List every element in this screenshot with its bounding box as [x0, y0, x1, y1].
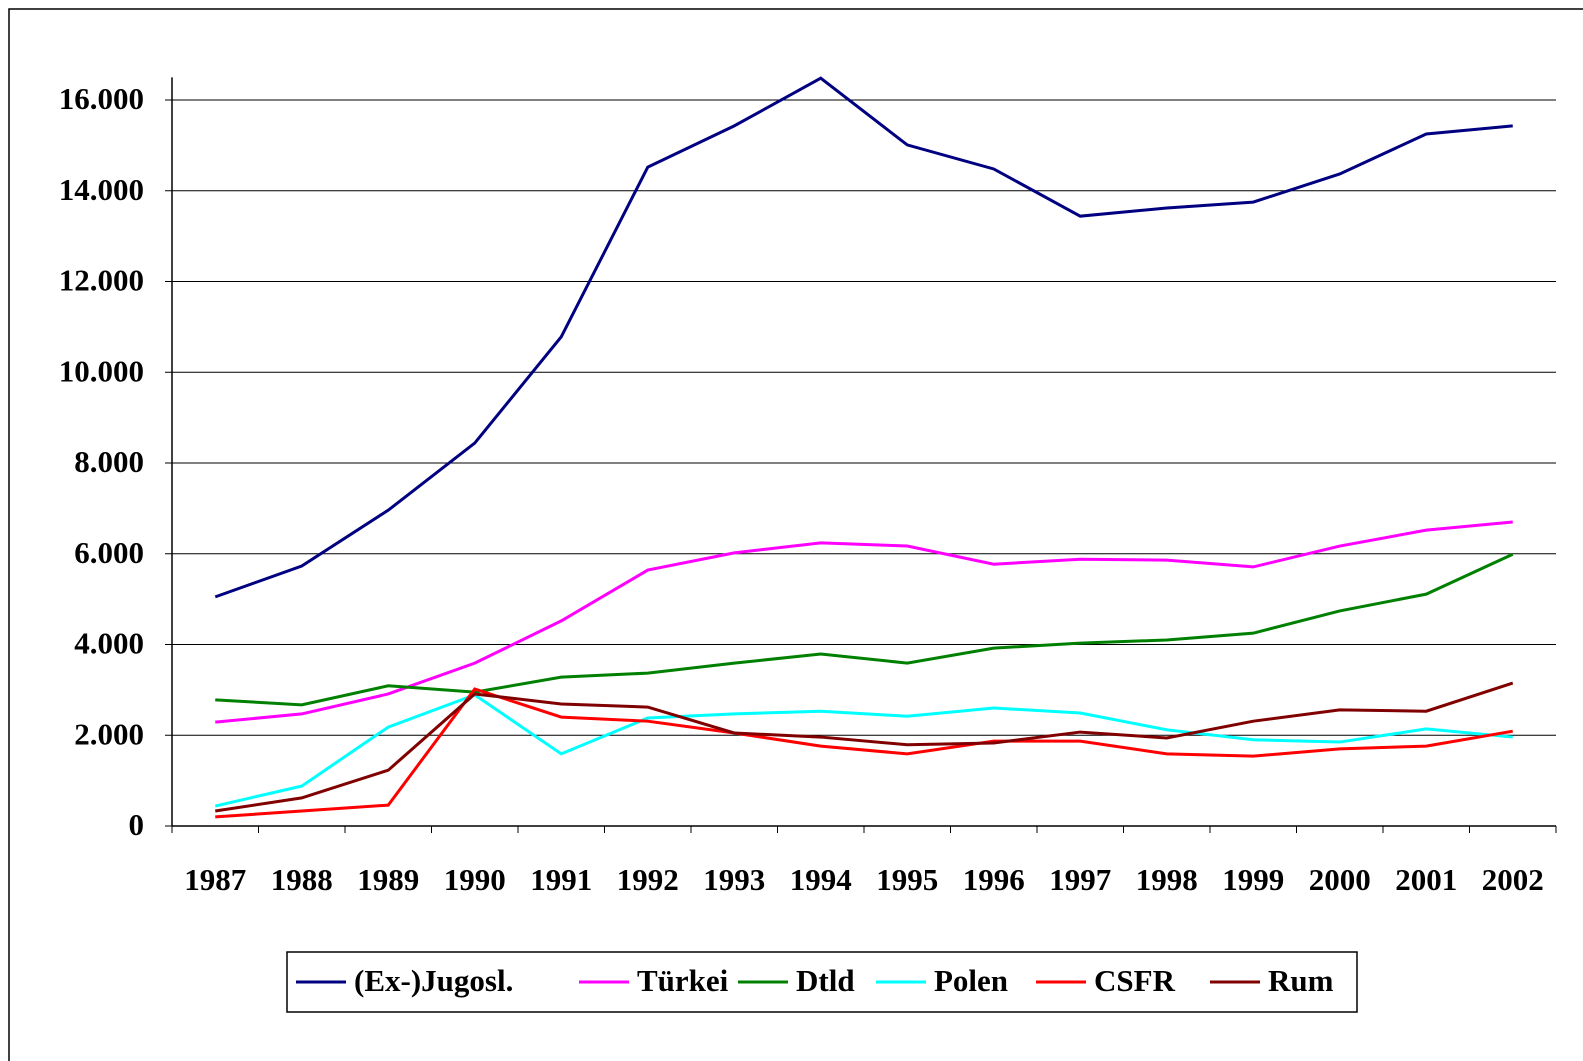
y-tick-label: 12.000 [59, 263, 144, 298]
y-tick-label: 0 [129, 807, 145, 842]
legend-label: Rum [1268, 963, 1334, 998]
y-tick-label: 6.000 [74, 535, 144, 570]
x-tick-label: 1994 [790, 862, 852, 897]
series-line [215, 552, 1514, 707]
y-tick-label: 4.000 [74, 626, 144, 661]
y-tick-label: 2.000 [74, 716, 144, 751]
x-tick-label: 1998 [1136, 862, 1198, 897]
x-tick-label: 1995 [876, 862, 938, 897]
legend-box [286, 951, 1358, 1013]
y-tick-label: 8.000 [74, 444, 144, 479]
series-line [215, 681, 1514, 813]
y-tick-label: 10.000 [59, 353, 144, 388]
x-tick-label: 1990 [444, 862, 506, 897]
x-tick-label: 1997 [1049, 862, 1111, 897]
x-tick-label: 1989 [357, 862, 419, 897]
legend-label: CSFR [1094, 963, 1176, 998]
y-tick-label: 16.000 [59, 81, 144, 116]
legend-label: Dtld [796, 963, 855, 998]
series-line [214, 693, 1513, 808]
x-tick-label: 2002 [1482, 862, 1544, 897]
legend-label: Polen [934, 963, 1008, 998]
chart-border [8, 8, 1583, 1061]
x-tick-label: 1999 [1222, 862, 1284, 897]
series-line [214, 76, 1513, 599]
x-tick-label: 1988 [271, 862, 333, 897]
x-tick-label: 1996 [963, 862, 1025, 897]
series-line [215, 687, 1514, 819]
x-tick-label: 2000 [1309, 862, 1371, 897]
x-tick-label: 1992 [617, 862, 679, 897]
x-tick-label: 1991 [530, 862, 592, 897]
legend-label: Türkei [637, 963, 729, 998]
legend-label: (Ex-)Jugosl. [354, 963, 513, 998]
series-line [215, 520, 1513, 724]
y-tick-label: 14.000 [59, 172, 144, 207]
x-tick-label: 1993 [703, 862, 765, 897]
x-tick-label: 2001 [1395, 862, 1457, 897]
x-tick-label: 1987 [184, 862, 246, 897]
